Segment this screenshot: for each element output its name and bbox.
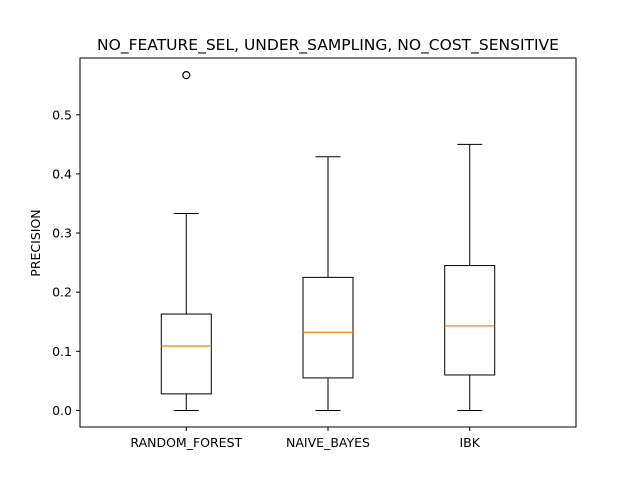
x-tick-label: NAIVE_BAYES xyxy=(286,435,370,450)
box xyxy=(302,276,354,379)
y-tick-label: 0.1 xyxy=(52,344,72,359)
x-tick-label: RANDOM_FOREST xyxy=(130,435,242,450)
outlier-point xyxy=(182,71,191,80)
chart-title: NO_FEATURE_SEL, UNDER_SAMPLING, NO_COST_… xyxy=(97,36,559,55)
y-tick-label: 0.4 xyxy=(52,166,72,181)
plot-frame xyxy=(79,57,577,428)
plot-area: 0.0 0.1 0.2 0.3 0.4 0.5 RANDOM_FOREST NAIVE_BAY… xyxy=(52,71,496,450)
y-tick-label: 0.0 xyxy=(52,403,72,418)
box xyxy=(444,265,496,376)
box xyxy=(160,313,212,395)
y-tick-label: 0.2 xyxy=(52,285,72,300)
x-tick-label: IBK xyxy=(459,435,480,450)
y-axis-label: PRECISION xyxy=(28,209,43,276)
y-tick-label: 0.5 xyxy=(52,107,72,122)
y-tick-label: 0.3 xyxy=(52,226,72,241)
